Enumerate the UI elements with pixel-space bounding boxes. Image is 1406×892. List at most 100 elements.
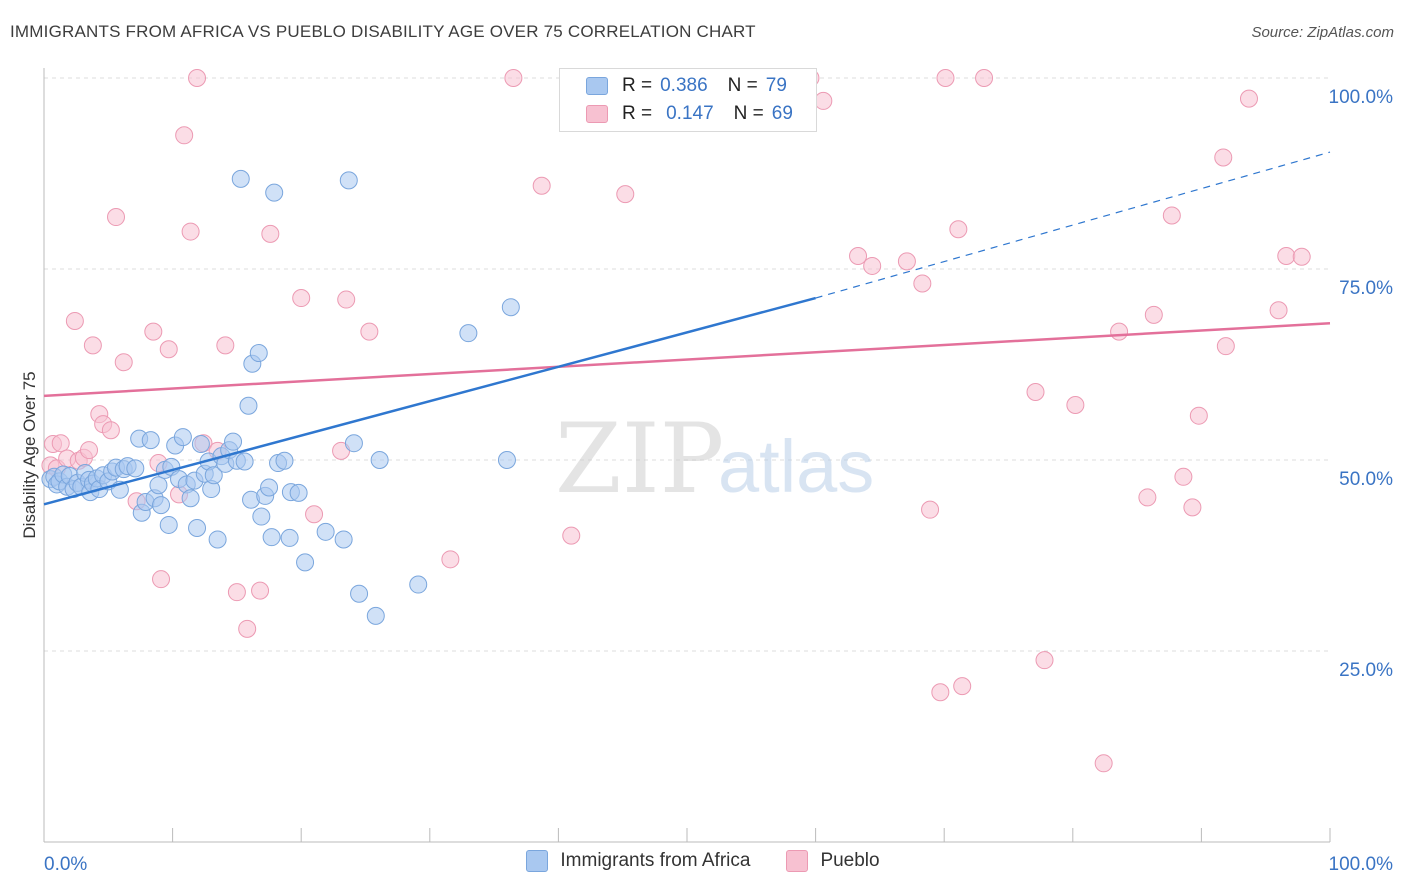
- pueblo-point: [227, 583, 246, 602]
- pueblo-point: [1174, 467, 1193, 486]
- africa-point: [334, 530, 353, 549]
- pueblo-point: [814, 91, 833, 110]
- pueblo-point: [51, 434, 70, 453]
- pueblo-point: [1239, 89, 1258, 108]
- tick-labels: 25.0% 50.0% 75.0% 100.0% 0.0% 100.0%: [44, 87, 1393, 875]
- pueblo-point: [83, 336, 102, 355]
- africa-point: [350, 584, 369, 603]
- legend-label-pueblo: Pueblo: [820, 850, 880, 871]
- pueblo-point: [441, 550, 460, 569]
- africa-point: [409, 575, 428, 594]
- pueblo-point: [504, 69, 523, 87]
- pueblo-point: [305, 505, 324, 524]
- pueblo-point: [949, 220, 968, 239]
- legend-label-africa: Immigrants from Africa: [560, 850, 751, 871]
- stats-row-africa: R = 0.386 N = 79: [560, 72, 787, 100]
- watermark: ZIP atlas: [555, 403, 874, 515]
- africa-point: [366, 606, 385, 625]
- n-value: 69: [771, 103, 793, 124]
- x-tick-label: 0.0%: [44, 854, 87, 875]
- africa-point: [141, 431, 160, 450]
- africa-point: [173, 428, 192, 447]
- trend-lines: [43, 151, 1331, 506]
- africa-point: [296, 553, 315, 572]
- pueblo-point: [913, 274, 932, 293]
- pueblo-point: [532, 176, 551, 195]
- pueblo-point: [1277, 247, 1296, 266]
- pueblo-point: [360, 322, 379, 341]
- pueblo-point: [1216, 337, 1235, 356]
- legend-swatch-pueblo: [786, 850, 809, 872]
- pueblo-point: [292, 289, 311, 308]
- africa-point: [265, 183, 284, 202]
- pueblo-point: [1183, 498, 1202, 517]
- watermark-atlas: atlas: [718, 425, 874, 508]
- pueblo-point: [1189, 406, 1208, 425]
- n-label: N =: [733, 103, 764, 124]
- legend-item-pueblo[interactable]: Pueblo: [786, 850, 880, 872]
- africa-point: [249, 344, 268, 363]
- pueblo-swatch: [586, 105, 608, 123]
- africa-trend-line: [43, 296, 816, 506]
- legend-item-africa[interactable]: Immigrants from Africa: [526, 850, 750, 872]
- pueblo-point: [107, 208, 126, 227]
- pueblo-point: [936, 69, 955, 87]
- legend: Immigrants from Africa Pueblo: [0, 850, 1406, 872]
- pueblo-points: [41, 69, 1311, 773]
- chart-source: Source: ZipAtlas.com: [1251, 24, 1394, 41]
- n-value: 79: [765, 75, 787, 96]
- africa-point: [459, 324, 478, 343]
- africa-point: [208, 530, 227, 549]
- pueblo-point: [337, 290, 356, 309]
- pueblo-point: [251, 581, 270, 600]
- africa-points: [41, 69, 753, 625]
- r-label: R =: [622, 103, 653, 124]
- pueblo-point: [1292, 247, 1311, 266]
- pueblo-point: [101, 421, 120, 440]
- africa-point: [149, 476, 168, 495]
- pueblo-point: [616, 185, 635, 204]
- pueblo-point: [216, 336, 235, 355]
- africa-point: [126, 459, 145, 478]
- pueblo-point: [159, 340, 178, 359]
- stats-box: R = 0.386 N = 79 R = 0.147 N = 69: [559, 68, 817, 132]
- africa-trend-extension: [815, 151, 1331, 299]
- r-value: 0.147: [666, 103, 714, 124]
- pueblo-point: [1138, 488, 1157, 507]
- pueblo-point: [863, 256, 882, 275]
- pueblo-point: [1214, 148, 1233, 167]
- y-tick-label: 25.0%: [1339, 660, 1393, 681]
- pueblo-point: [562, 526, 581, 545]
- pueblo-point: [175, 126, 194, 145]
- pueblo-point: [1066, 395, 1085, 414]
- watermark-zip: ZIP: [555, 403, 724, 515]
- africa-point: [275, 451, 294, 470]
- pueblo-point: [1269, 301, 1288, 320]
- africa-point: [497, 451, 516, 469]
- stats-row-pueblo: R = 0.147 N = 69: [560, 100, 793, 128]
- pueblo-point: [975, 69, 994, 87]
- africa-point: [260, 478, 279, 497]
- africa-point: [344, 434, 363, 453]
- pueblo-point: [1035, 651, 1054, 670]
- y-tick-label: 50.0%: [1339, 469, 1393, 490]
- africa-point: [280, 528, 299, 547]
- pueblo-trend-line: [43, 321, 1331, 398]
- pueblo-point: [65, 311, 84, 330]
- pueblo-point: [80, 441, 99, 460]
- africa-point: [501, 298, 520, 317]
- africa-point: [262, 528, 281, 547]
- pueblo-point: [1110, 322, 1129, 341]
- pueblo-point: [1144, 305, 1163, 324]
- pueblo-point: [152, 570, 171, 589]
- pueblo-point: [1162, 206, 1181, 225]
- pueblo-point: [261, 224, 280, 243]
- pueblo-point: [897, 252, 916, 271]
- y-axis-label: Disability Age Over 75: [20, 371, 39, 539]
- pueblo-point: [849, 247, 868, 266]
- r-value: 0.386: [660, 75, 708, 96]
- africa-point: [224, 432, 243, 451]
- pueblo-point: [1026, 383, 1045, 402]
- pueblo-point: [181, 222, 200, 241]
